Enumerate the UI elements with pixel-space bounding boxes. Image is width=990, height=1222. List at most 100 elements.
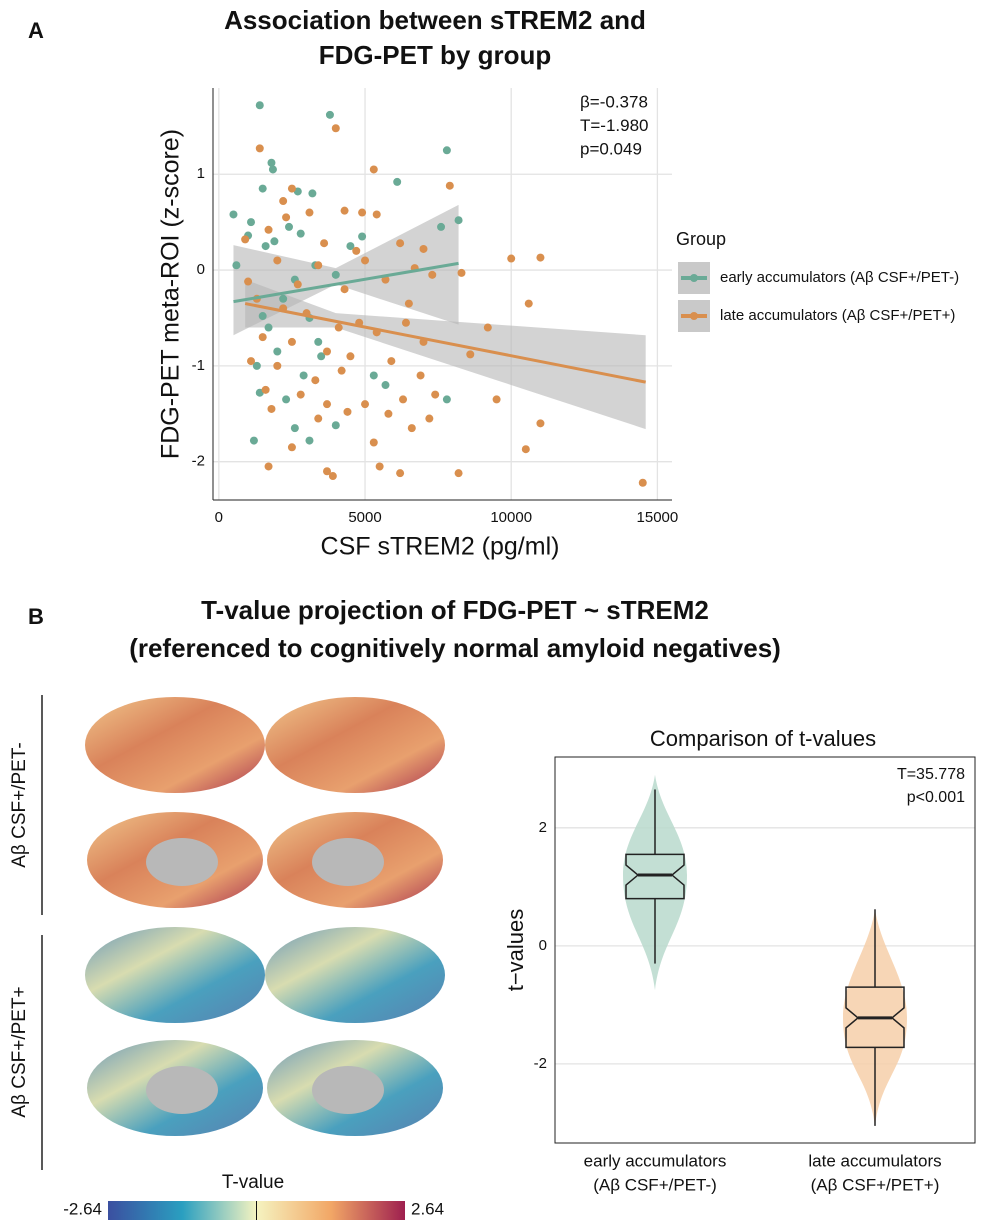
legend-key-dot (690, 274, 698, 282)
plot-border (554, 756, 976, 1144)
brain-lateral (85, 697, 265, 793)
data-point (331, 124, 340, 133)
data-point (483, 323, 492, 332)
data-point (407, 424, 416, 433)
data-point (241, 235, 250, 244)
data-point (282, 213, 291, 222)
data-point (261, 242, 270, 251)
data-point (258, 184, 267, 193)
data-point (384, 409, 393, 418)
x-tick-label: early accumulators (584, 1151, 727, 1170)
chart-title: FDG-PET by group (319, 40, 552, 70)
data-point (273, 361, 282, 370)
brain-lateral (265, 927, 445, 1023)
data-point (331, 270, 340, 279)
data-point (442, 395, 451, 404)
data-point (428, 270, 437, 279)
data-point (255, 144, 264, 153)
data-point (229, 210, 238, 219)
data-point (387, 357, 396, 366)
brain-core (312, 838, 384, 886)
y-tick-label: 0 (197, 261, 205, 278)
data-point (323, 347, 332, 356)
x-tick-label: 0 (215, 509, 223, 526)
data-point (372, 210, 381, 219)
data-point (346, 352, 355, 361)
data-point (381, 381, 390, 390)
data-point (340, 285, 349, 294)
data-point (314, 337, 323, 346)
annotation: p<0.001 (907, 789, 965, 806)
data-point (296, 229, 305, 238)
legend-key-dot (690, 312, 698, 320)
data-point (282, 395, 291, 404)
data-point (261, 385, 270, 394)
data-point (270, 237, 279, 246)
brain-lateral (85, 927, 265, 1023)
data-point (323, 467, 332, 476)
data-point (323, 400, 332, 409)
data-point (396, 469, 405, 478)
data-point (337, 366, 346, 375)
data-point (361, 256, 370, 265)
data-point (425, 414, 434, 423)
data-point (279, 294, 288, 303)
data-point (258, 312, 267, 321)
data-point (314, 414, 323, 423)
data-point (264, 323, 273, 332)
x-tick-label: 10000 (490, 509, 532, 526)
data-point (352, 246, 361, 255)
x-tick-label: (Aβ CSF+/PET+) (811, 1175, 940, 1194)
data-point (299, 371, 308, 380)
data-point (369, 438, 378, 447)
brain-core (146, 1066, 218, 1114)
x-tick-label: 15000 (637, 509, 679, 526)
legend-title: Group (676, 229, 726, 249)
colorbar-tick-label: 2.64 (411, 1199, 444, 1218)
data-point (252, 361, 261, 370)
annotation: p=0.049 (580, 139, 642, 158)
data-point (401, 318, 410, 327)
data-point (273, 256, 282, 265)
x-tick-label: (Aβ CSF+/PET-) (593, 1175, 717, 1194)
data-point (358, 232, 367, 241)
data-point (331, 421, 340, 430)
data-point (340, 206, 349, 215)
data-point (369, 371, 378, 380)
data-point (536, 253, 545, 262)
data-point (267, 158, 276, 167)
data-point (296, 390, 305, 399)
data-point (317, 352, 326, 361)
y-tick-label: -2 (534, 1055, 547, 1072)
x-axis-label: CSF sTREM2 (pg/ml) (321, 533, 560, 561)
data-point (393, 177, 402, 186)
data-point (445, 181, 454, 190)
data-point (419, 244, 428, 253)
colorbar-title: T-value (222, 1172, 284, 1193)
data-point (247, 357, 256, 366)
data-point (442, 146, 451, 155)
panel-letter: B (28, 604, 44, 629)
data-point (314, 261, 323, 270)
data-point (311, 376, 320, 385)
box (625, 853, 685, 900)
data-point (399, 395, 408, 404)
data-point (293, 280, 302, 289)
data-point (492, 395, 501, 404)
brain-core (312, 1066, 384, 1114)
chart-title: Comparison of t-values (650, 726, 876, 751)
y-axis-label: t−values (503, 909, 528, 992)
legend-label: late accumulators (Aβ CSF+/PET+) (720, 307, 955, 324)
y-axis-label: FDG-PET meta-ROI (z-score) (157, 129, 185, 459)
data-point (343, 407, 352, 416)
panel-letter: A (28, 18, 44, 43)
data-point (521, 445, 530, 454)
data-point (258, 333, 267, 342)
x-tick-label: 5000 (348, 509, 381, 526)
box (845, 986, 905, 1049)
data-point (264, 225, 273, 234)
data-point (536, 419, 545, 428)
chart-title: T-value projection of FDG-PET ~ sTREM2 (201, 595, 709, 625)
data-point (328, 472, 337, 481)
data-point (273, 347, 282, 356)
